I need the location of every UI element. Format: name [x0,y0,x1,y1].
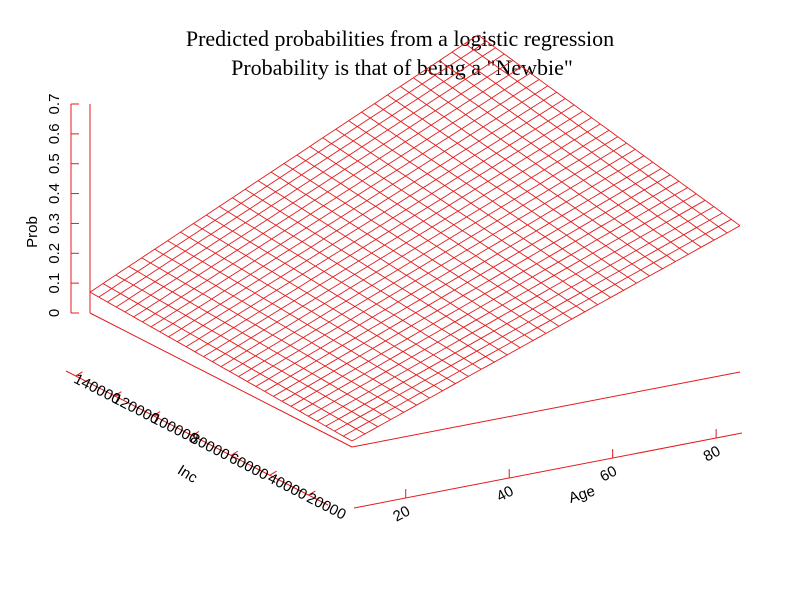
surface-grid-line [229,136,618,372]
surface-grid-line [107,47,496,303]
inc-tick-mark [230,450,239,456]
box-edge [89,312,353,448]
surface-grid-line [325,206,715,427]
surface-grid-line [159,85,549,333]
surface-grid-line [316,199,706,422]
surface-grid-line [98,40,487,298]
chart-title-block: Predicted probabilities from a logistic … [0,24,800,82]
inc-tick-mark [269,470,277,476]
plot-box [89,104,741,448]
age-axis-label: Age [567,483,598,507]
inc-tick-mark [308,490,316,496]
inc-axis: 20000400006000080000100000120000140000In… [65,370,349,524]
inc-tick-label: 40000 [265,470,310,504]
prob-tick-label: 0.7 [46,94,63,115]
surface-grid-line [255,155,645,387]
surface-grid-line [115,53,505,308]
inc-tick-mark [114,391,122,397]
prob-tick-label: 0.4 [46,183,63,204]
age-tick-label: 60 [597,463,620,486]
surface-grid-line [212,123,601,362]
surface-grid-line [264,161,653,392]
inc-axis-line [65,370,329,506]
surface-grid-line [177,98,566,343]
surface-grid-line [334,212,723,432]
surface-grid-line [168,91,557,338]
surface-grid-line [246,149,636,382]
surface-grid-line [238,142,627,377]
inc-axis-label: Inc [174,462,200,487]
surface-grid-line [124,60,514,313]
surface-grid-line [220,129,610,367]
inc-tick-mark [191,430,200,436]
inc-tick-label: 20000 [304,489,349,523]
box-edge [351,371,741,448]
surface-grid-line [133,66,522,318]
chart-title: Predicted probabilities from a logistic … [185,26,615,51]
prob-tick-label: 0.3 [46,213,63,234]
prob-axis-label: Prob [24,216,41,248]
prob-tick-label: 0 [46,309,63,317]
inc-tick-label: 140000 [71,370,123,408]
surface-grid-line [142,72,531,323]
age-tick-label: 40 [494,483,517,506]
surface-grid-line [273,168,662,397]
surface-grid-line [194,110,584,353]
surface-grid-line [290,180,680,407]
age-axis-line [353,432,743,509]
surface-grid-line [308,193,697,417]
surface-grid-line [351,225,741,442]
prob-tick-label: 0.5 [46,153,63,174]
prob-tick-label: 0.6 [46,123,63,144]
prob-tick-label: 0.1 [46,273,63,294]
chart-subtitle: Probability is that of being a "Newbie" [231,55,573,80]
age-axis: 20 40 60 80 Age [353,429,743,526]
surface-grid-line [281,174,671,402]
surface-grid-line [185,104,575,348]
surface-grid-line [299,187,688,412]
inc-tick-label: 60000 [226,450,271,484]
surface-grid-line [150,79,540,328]
probability-surface [89,34,741,442]
inc-tick-mark [75,371,83,377]
age-tick-label: 20 [390,503,413,526]
surface-grid-line [343,218,732,437]
age-tick-label: 80 [701,443,724,466]
surface-grid-line [89,34,479,293]
prob-axis: 0 0.1 0.2 0.3 0.4 0.5 0.6 0.7 Prob [24,94,79,317]
inc-tick-mark [153,411,161,417]
surface-grid-line [203,117,592,357]
prob-tick-label: 0.2 [46,243,63,264]
